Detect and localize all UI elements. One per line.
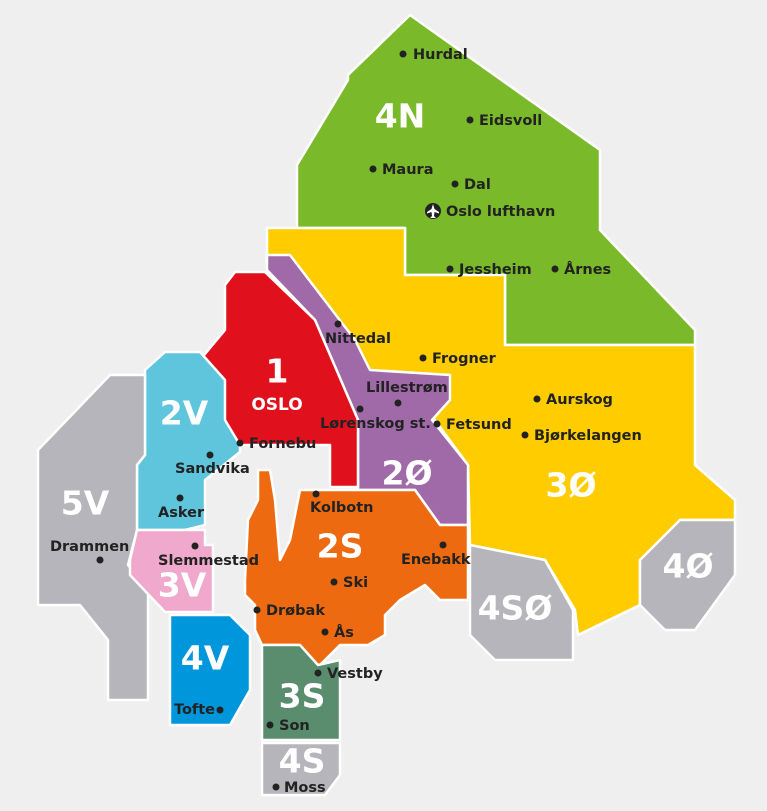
place-label: Frogner: [432, 351, 497, 367]
place-label: Kolbotn: [310, 500, 374, 516]
airport-icon: [425, 203, 441, 219]
place-label: Hurdal: [413, 47, 468, 63]
zone-label: 4SØ: [478, 589, 553, 628]
place-label: Asker: [158, 505, 205, 521]
zone-label: 2S: [317, 527, 364, 566]
zone-label: 4S: [279, 742, 326, 781]
place-label: Moss: [284, 780, 326, 796]
zone-4so: [468, 543, 575, 662]
place-label: Dal: [464, 177, 491, 193]
zone-3v: [128, 528, 215, 614]
place-label: Son: [279, 718, 310, 734]
zone-4o: [638, 518, 737, 632]
place-label: Fetsund: [446, 417, 512, 433]
place-label: Aurskog: [546, 392, 613, 408]
zone-label: 3V: [158, 566, 207, 605]
place-label: Sandvika: [175, 461, 250, 477]
place-label: Drøbak: [266, 603, 325, 619]
zone-label: 3Ø: [545, 466, 596, 505]
place-label: Jessheim: [458, 262, 532, 278]
zone-label: 4V: [181, 639, 230, 678]
place-label: Oslo lufthavn: [446, 204, 555, 220]
zone-sublabel: OSLO: [251, 395, 302, 415]
zone-label: 4Ø: [662, 547, 713, 586]
place-label: Drammen: [50, 539, 129, 555]
place-label: Maura: [382, 162, 433, 178]
zone-label: 1: [266, 352, 289, 391]
place-label: Nittedal: [325, 331, 391, 347]
place-dots: [96, 50, 559, 791]
place-label: Lillestrøm: [366, 380, 448, 396]
place-label: Enebakk: [401, 552, 471, 568]
zone-label: 5V: [61, 484, 110, 523]
zone-1: [198, 270, 360, 489]
place-label: Bjørkelangen: [534, 428, 642, 444]
zone-label: 2V: [160, 394, 209, 433]
place-label: Vestby: [327, 666, 383, 682]
zone-3s: [260, 643, 342, 742]
place-label: Årnes: [564, 261, 611, 278]
place-label: Eidsvoll: [479, 113, 542, 129]
zone-4v: [168, 613, 252, 727]
zone-label: 3S: [279, 677, 326, 716]
place-label: Slemmestad: [158, 553, 259, 569]
place-label: Lørenskog st.: [320, 416, 431, 432]
place-label: Fornebu: [249, 436, 316, 452]
zone-4s: [260, 741, 342, 797]
place-label: Ski: [343, 575, 368, 591]
place-label: Tofte: [174, 702, 215, 718]
zone-label: 4N: [375, 97, 426, 136]
place-label: Ås: [334, 624, 354, 641]
zone-label: 2Ø: [381, 454, 432, 493]
